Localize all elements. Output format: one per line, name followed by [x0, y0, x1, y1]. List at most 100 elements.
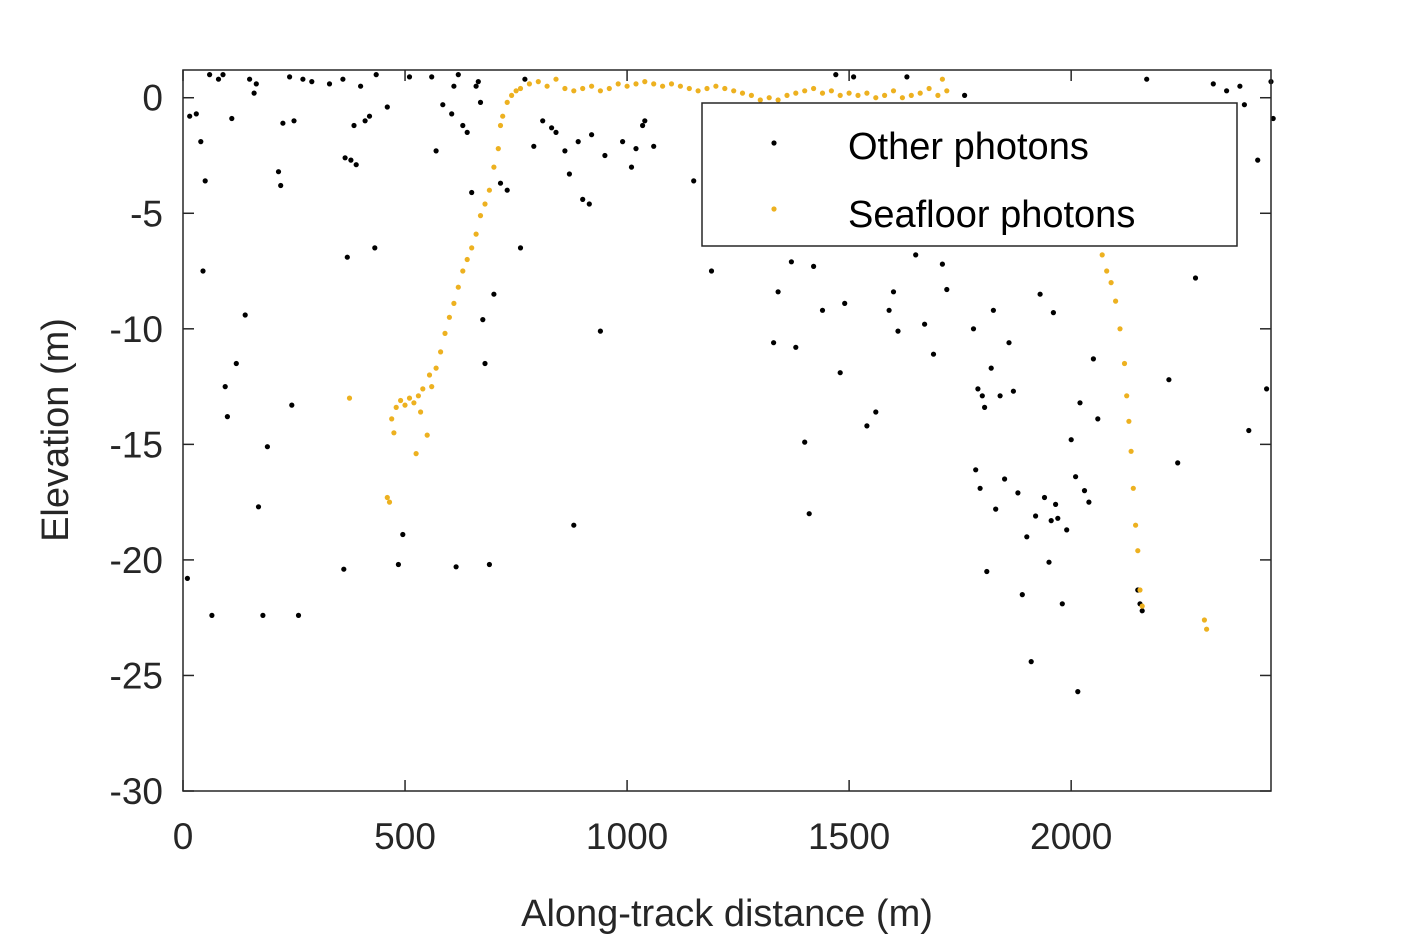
data-point: [460, 122, 466, 129]
data-point: [251, 90, 257, 96]
data-point: [1126, 418, 1132, 424]
data-point: [1237, 83, 1243, 89]
data-point: [1033, 513, 1039, 519]
data-point: [939, 261, 946, 267]
data-point: [1241, 102, 1247, 108]
data-point: [460, 268, 466, 274]
data-point: [1064, 527, 1070, 533]
data-point: [366, 113, 373, 119]
data-point: [413, 451, 419, 457]
data-point: [398, 397, 404, 404]
data-point: [784, 92, 790, 98]
data-point: [1175, 460, 1181, 466]
data-point: [184, 575, 190, 582]
data-point: [209, 612, 215, 619]
data-point: [253, 81, 259, 87]
data-point: [1166, 377, 1172, 383]
data-point: [535, 79, 541, 85]
data-point: [393, 404, 399, 410]
data-point: [544, 83, 550, 89]
y-tick-label: -5: [130, 193, 163, 234]
data-point: [1090, 356, 1096, 362]
data-point: [207, 72, 213, 78]
data-point: [406, 74, 413, 80]
data-point: [1121, 360, 1128, 367]
data-point: [469, 245, 475, 251]
x-axis-label: Along-track distance (m): [521, 893, 933, 935]
data-point: [473, 231, 479, 237]
data-point: [1041, 494, 1048, 501]
data-point: [418, 409, 424, 415]
y-tick-label: -10: [110, 309, 163, 350]
data-point: [1246, 427, 1252, 434]
data-point: [882, 92, 888, 98]
data-point: [686, 85, 692, 92]
data-point: [1073, 474, 1079, 480]
data-point: [890, 88, 897, 94]
y-tick-label: -20: [110, 540, 163, 581]
data-point: [1224, 88, 1230, 94]
data-point: [402, 402, 408, 408]
legend-label-other-photons: Other photons: [848, 126, 1089, 168]
data-point: [389, 416, 395, 422]
data-point: [429, 384, 435, 390]
data-point: [1059, 601, 1065, 607]
data-point: [509, 92, 515, 98]
data-point: [566, 171, 573, 177]
data-point: [411, 400, 417, 406]
data-point: [406, 395, 413, 401]
data-point: [384, 494, 390, 501]
data-point: [975, 386, 981, 392]
data-point: [351, 122, 357, 129]
legend-box: [701, 102, 1238, 247]
data-point: [788, 259, 795, 265]
data-point: [1024, 534, 1030, 540]
data-point: [571, 88, 577, 94]
data-point: [651, 81, 657, 87]
data-point: [642, 118, 648, 124]
data-point: [278, 182, 284, 189]
data-point: [1210, 81, 1216, 87]
data-point: [395, 561, 401, 568]
data-point: [1050, 310, 1056, 316]
data-point: [1135, 548, 1141, 554]
data-point: [904, 74, 910, 80]
data-point: [864, 423, 870, 429]
data-point: [597, 88, 604, 94]
data-point: [851, 74, 857, 80]
data-point: [606, 85, 612, 92]
data-point: [562, 85, 568, 92]
data-point: [793, 90, 799, 96]
data-point: [1137, 587, 1143, 593]
data-point: [438, 349, 444, 355]
data-point: [873, 409, 879, 415]
data-point: [819, 307, 826, 313]
data-point: [442, 330, 448, 336]
y-axis-label: Elevation (m): [35, 318, 77, 542]
data-point: [497, 180, 504, 186]
data-point: [553, 129, 559, 135]
data-point: [400, 531, 406, 538]
data-point: [926, 85, 932, 92]
data-point: [1019, 592, 1025, 598]
data-point: [426, 372, 433, 378]
data-point: [775, 97, 781, 103]
data-point: [571, 522, 577, 528]
data-point: [1015, 490, 1021, 496]
data-point: [1264, 386, 1270, 392]
data-point: [517, 245, 524, 251]
data-point: [642, 79, 648, 85]
data-point: [864, 90, 870, 96]
data-point: [1002, 476, 1008, 482]
data-point: [260, 612, 266, 619]
data-point: [453, 564, 459, 570]
data-point: [433, 365, 439, 371]
data-point: [229, 115, 235, 122]
data-point: [977, 485, 983, 491]
data-point: [451, 300, 457, 306]
data-point: [597, 328, 604, 334]
data-point: [340, 76, 346, 82]
data-point: [837, 92, 843, 98]
data-point: [500, 113, 506, 119]
